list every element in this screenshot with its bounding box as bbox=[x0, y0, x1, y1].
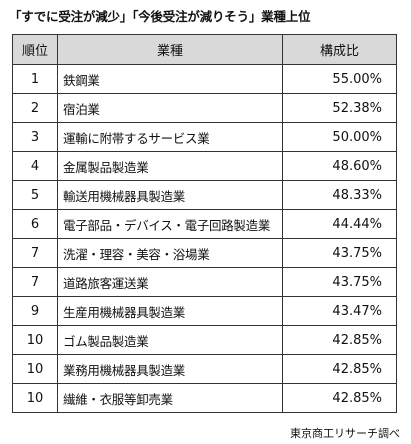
table-row: 7 洗濯・理容・美容・浴場業 43.75% bbox=[12, 238, 397, 268]
source-note: 東京商工リサーチ調べ bbox=[290, 427, 400, 440]
ratio-cell: 50.00% bbox=[282, 122, 397, 152]
column-header-rank: 順位 bbox=[12, 34, 58, 65]
table-body: 1 鉄鋼業 55.00% 2 宿泊業 52.38% 3 運輸に附帯するサービス業 50.00% 4… bbox=[12, 64, 397, 413]
table-row: 10 ゴム製品製造業 42.85% bbox=[12, 325, 397, 355]
ratio-cell: 48.60% bbox=[282, 151, 397, 181]
industry-cell: 洗濯・理容・美容・浴場業 bbox=[57, 238, 283, 268]
ratio-cell: 42.85% bbox=[282, 383, 397, 413]
rank-cell: 10 bbox=[12, 383, 58, 413]
table-row: 3 運輸に附帯するサービス業 50.00% bbox=[12, 122, 397, 152]
table-row: 6 電子部品・デバイス・電子回路製造業 44.44% bbox=[12, 209, 397, 239]
industry-cell: 宿泊業 bbox=[57, 93, 283, 123]
rank-cell: 4 bbox=[12, 151, 58, 181]
table-row: 10 繊維・衣服等卸売業 42.85% bbox=[12, 383, 397, 413]
table-row: 5 輸送用機械器具製造業 48.33% bbox=[12, 180, 397, 210]
rank-cell: 9 bbox=[12, 296, 58, 326]
industry-cell: 生産用機械器具製造業 bbox=[57, 296, 283, 326]
table-row: 4 金属製品製造業 48.60% bbox=[12, 151, 397, 181]
column-header-ratio: 構成比 bbox=[282, 34, 397, 65]
rank-cell: 7 bbox=[12, 238, 58, 268]
table-row: 7 道路旅客運送業 43.75% bbox=[12, 267, 397, 297]
ratio-cell: 42.85% bbox=[282, 354, 397, 384]
industry-cell: 業務用機械器具製造業 bbox=[57, 354, 283, 384]
ratio-cell: 48.33% bbox=[282, 180, 397, 210]
table-row: 1 鉄鋼業 55.00% bbox=[12, 64, 397, 94]
ratio-cell: 52.38% bbox=[282, 93, 397, 123]
industry-cell: ゴム製品製造業 bbox=[57, 325, 283, 355]
table-row: 2 宿泊業 52.38% bbox=[12, 93, 397, 123]
industry-cell: 運輸に附帯するサービス業 bbox=[57, 122, 283, 152]
ratio-cell: 43.47% bbox=[282, 296, 397, 326]
ratio-cell: 42.85% bbox=[282, 325, 397, 355]
industry-ranking-table: 順位 業種 構成比 1 鉄鋼業 55.00% 2 宿泊業 52.38% 3 運輸に附帯するサー… bbox=[12, 34, 397, 413]
industry-cell: 鉄鋼業 bbox=[57, 64, 283, 94]
table-title: 「すでに受注が減少」「今後受注が減りそう」業種上位 bbox=[9, 9, 311, 24]
ratio-cell: 43.75% bbox=[282, 267, 397, 297]
table-row: 9 生産用機械器具製造業 43.47% bbox=[12, 296, 397, 326]
rank-cell: 10 bbox=[12, 325, 58, 355]
ratio-cell: 43.75% bbox=[282, 238, 397, 268]
rank-cell: 6 bbox=[12, 209, 58, 239]
ratio-cell: 44.44% bbox=[282, 209, 397, 239]
industry-cell: 電子部品・デバイス・電子回路製造業 bbox=[57, 209, 283, 239]
column-header-industry: 業種 bbox=[57, 34, 283, 65]
rank-cell: 5 bbox=[12, 180, 58, 210]
rank-cell: 10 bbox=[12, 354, 58, 384]
rank-cell: 1 bbox=[12, 64, 58, 94]
industry-cell: 金属製品製造業 bbox=[57, 151, 283, 181]
rank-cell: 7 bbox=[12, 267, 58, 297]
rank-cell: 2 bbox=[12, 93, 58, 123]
industry-cell: 繊維・衣服等卸売業 bbox=[57, 383, 283, 413]
table-row: 10 業務用機械器具製造業 42.85% bbox=[12, 354, 397, 384]
table-header-row: 順位 業種 構成比 bbox=[12, 34, 397, 65]
rank-cell: 3 bbox=[12, 122, 58, 152]
ratio-cell: 55.00% bbox=[282, 64, 397, 94]
industry-cell: 道路旅客運送業 bbox=[57, 267, 283, 297]
industry-cell: 輸送用機械器具製造業 bbox=[57, 180, 283, 210]
